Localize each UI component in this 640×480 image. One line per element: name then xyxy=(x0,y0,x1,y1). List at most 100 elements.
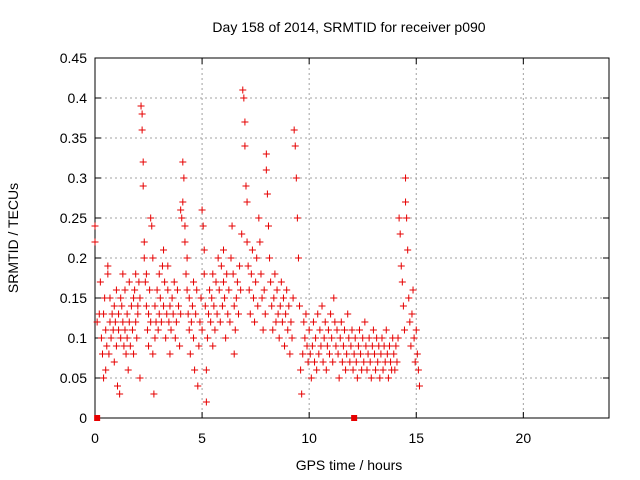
data-point xyxy=(267,278,275,286)
data-point xyxy=(127,302,135,310)
data-point xyxy=(102,366,110,374)
data-point xyxy=(154,326,162,334)
data-point xyxy=(131,286,139,294)
data-point xyxy=(137,102,145,110)
data-point xyxy=(128,326,136,334)
data-point xyxy=(157,318,165,326)
data-point xyxy=(279,294,287,302)
data-point xyxy=(220,278,227,286)
data-point xyxy=(171,334,179,342)
data-point xyxy=(360,358,368,366)
data-point xyxy=(284,326,292,334)
data-point xyxy=(133,334,141,342)
data-point xyxy=(190,278,198,286)
data-point xyxy=(181,238,189,246)
data-point xyxy=(305,326,313,334)
data-point xyxy=(359,334,367,342)
x-axis-ticks: 0 5 10 15 20 xyxy=(91,58,531,446)
data-point xyxy=(334,350,342,358)
data-point xyxy=(209,270,217,278)
data-point xyxy=(198,326,206,334)
data-point xyxy=(209,342,217,350)
data-point xyxy=(118,302,126,310)
data-point xyxy=(397,262,405,270)
data-point xyxy=(208,294,216,302)
data-point xyxy=(106,294,114,302)
data-point xyxy=(145,342,153,350)
data-point xyxy=(148,222,156,230)
data-point xyxy=(261,310,269,318)
y-tick-label: 0.1 xyxy=(68,330,88,346)
data-point xyxy=(166,350,174,358)
data-point xyxy=(352,358,360,366)
data-point xyxy=(179,158,187,166)
data-point xyxy=(203,334,211,342)
data-point xyxy=(193,286,201,294)
data-point xyxy=(269,326,277,334)
data-point xyxy=(283,286,291,294)
data-point xyxy=(210,302,218,310)
data-point xyxy=(354,342,362,350)
data-point xyxy=(112,342,120,350)
data-point xyxy=(387,358,395,366)
data-point xyxy=(343,350,351,358)
data-point xyxy=(110,358,118,366)
data-point xyxy=(318,302,326,310)
data-point xyxy=(362,342,370,350)
data-point xyxy=(211,326,219,334)
data-point xyxy=(403,214,411,222)
data-point xyxy=(132,318,140,326)
data-point xyxy=(182,270,190,278)
data-point xyxy=(178,214,186,222)
data-point xyxy=(306,350,314,358)
data-point xyxy=(349,366,357,374)
data-point xyxy=(110,302,118,310)
data-point xyxy=(218,302,226,310)
data-point xyxy=(142,270,150,278)
data-point xyxy=(168,294,176,302)
x-tick-label: 15 xyxy=(408,430,424,446)
data-point xyxy=(257,270,265,278)
data-point xyxy=(241,142,249,150)
data-point xyxy=(120,342,128,350)
data-point xyxy=(215,286,223,294)
data-point xyxy=(134,310,142,318)
data-point xyxy=(264,222,272,230)
data-point xyxy=(336,334,344,342)
data-point xyxy=(327,310,335,318)
data-point xyxy=(124,366,132,374)
data-point xyxy=(268,302,276,310)
data-point xyxy=(140,254,148,262)
data-point xyxy=(304,358,312,366)
chart-title: Day 158 of 2014, SRMTID for receiver p09… xyxy=(212,19,485,35)
data-point xyxy=(244,262,252,270)
data-point xyxy=(217,262,225,270)
data-point xyxy=(135,278,143,286)
y-tick-label: 0.05 xyxy=(60,370,87,386)
data-point xyxy=(180,174,188,182)
data-point xyxy=(324,326,332,334)
data-point xyxy=(236,262,244,270)
data-point xyxy=(91,238,99,246)
y-tick-label: 0 xyxy=(79,410,87,426)
y-tick-label: 0.35 xyxy=(60,130,87,146)
data-point xyxy=(227,254,235,262)
data-point xyxy=(202,366,210,374)
data-point xyxy=(140,238,148,246)
data-point xyxy=(321,318,329,326)
data-point xyxy=(184,310,192,318)
data-point xyxy=(248,246,256,254)
data-point xyxy=(298,390,306,398)
data-point xyxy=(205,310,213,318)
data-point xyxy=(411,358,419,366)
data-point xyxy=(123,334,131,342)
y-tick-label: 0.45 xyxy=(60,50,87,66)
data-point xyxy=(230,302,238,310)
data-point xyxy=(385,342,393,350)
data-point xyxy=(400,326,408,334)
data-point xyxy=(346,358,354,366)
data-point xyxy=(214,254,222,262)
data-point xyxy=(91,222,99,230)
data-point xyxy=(293,214,301,222)
data-point xyxy=(266,254,274,262)
